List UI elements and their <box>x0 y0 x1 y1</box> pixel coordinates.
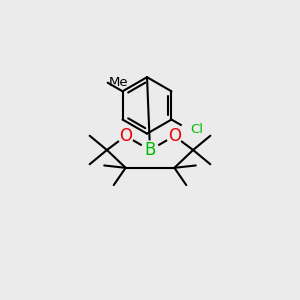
Ellipse shape <box>118 128 134 144</box>
Text: O: O <box>119 127 132 145</box>
Ellipse shape <box>141 141 159 159</box>
Text: Me: Me <box>109 76 128 89</box>
Text: O: O <box>168 127 181 145</box>
Ellipse shape <box>181 122 204 137</box>
Ellipse shape <box>167 128 182 144</box>
Text: B: B <box>144 141 156 159</box>
Text: Cl: Cl <box>190 123 203 136</box>
